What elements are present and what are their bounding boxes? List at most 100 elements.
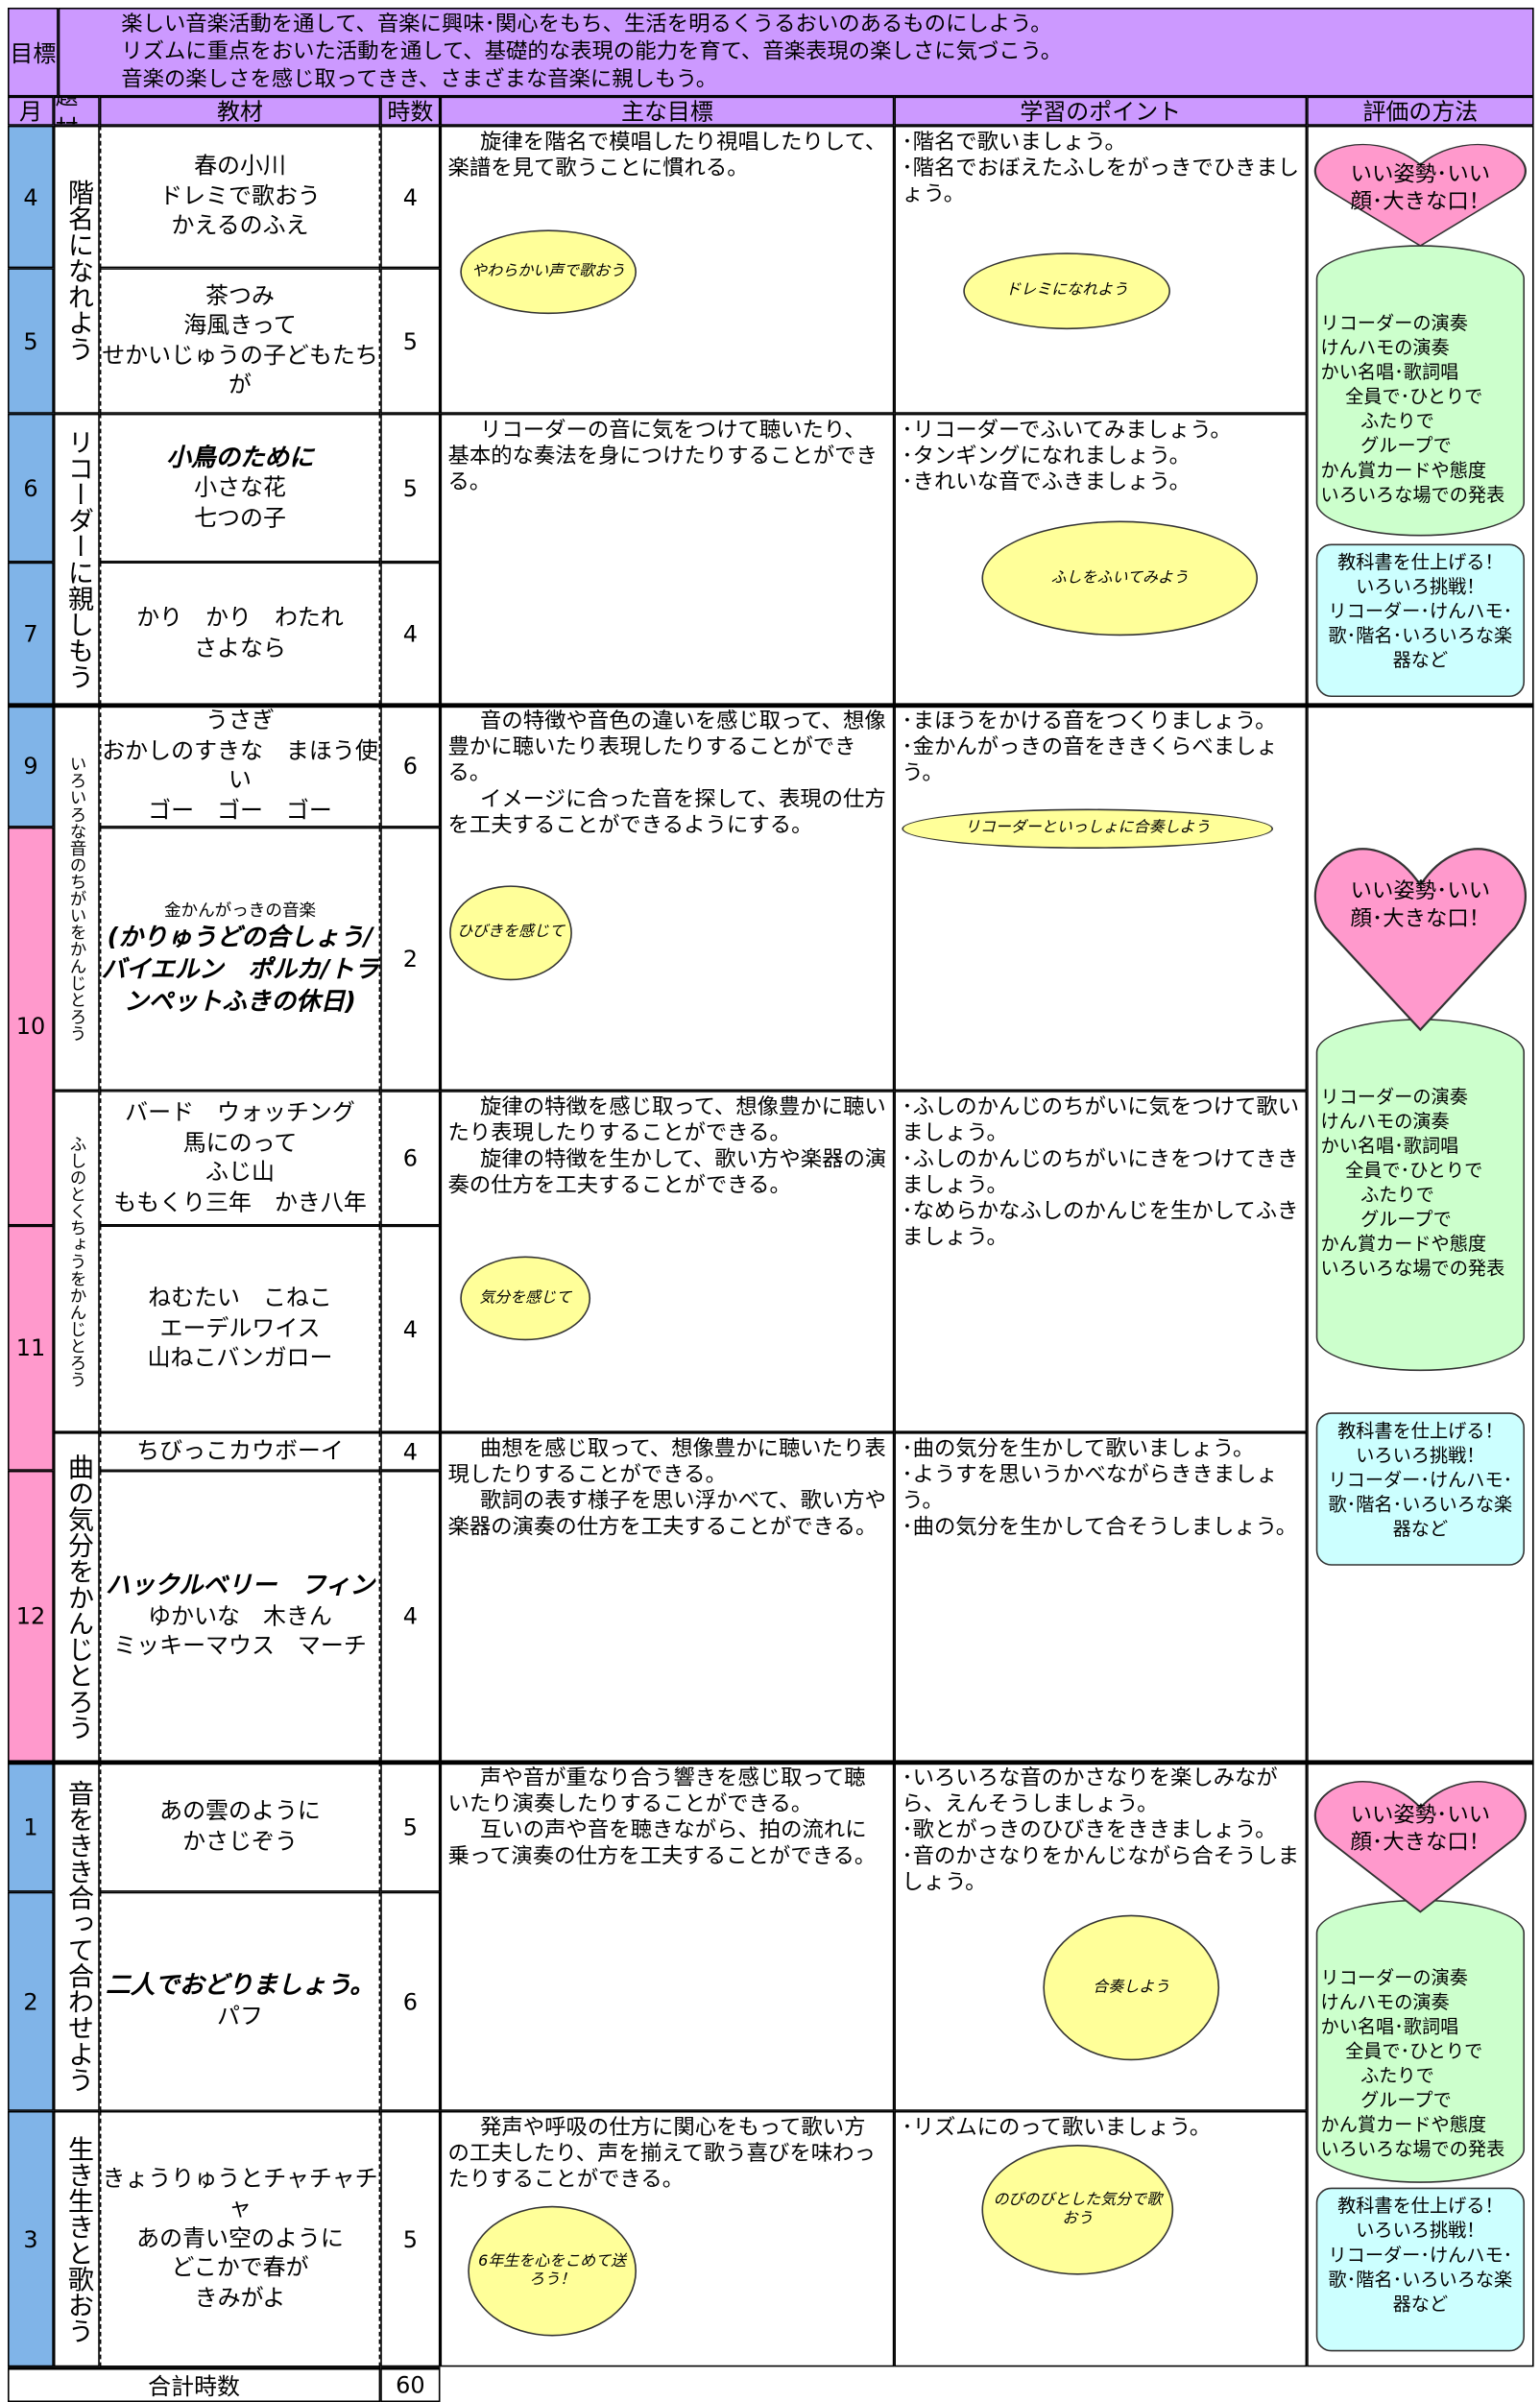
point-text: ･いろいろな音のかさなりを楽しみながら、えんそうしましょう。 — [902, 1765, 1278, 1817]
goal-cell: リコーダーの音に気をつけて聴いたり、基本的な奏法を身につけたりすることができる。 — [440, 413, 895, 706]
month-cell: 4 — [7, 125, 54, 269]
heart-path — [1313, 848, 1527, 1032]
hours: 5 — [402, 326, 418, 355]
method-text: かい名唱･歌詞唱 — [1320, 1135, 1459, 1157]
material-line: ふじ山 — [205, 1158, 275, 1187]
month-label: 6 — [23, 473, 38, 502]
method-text: けんハモの演奏 — [1320, 1991, 1450, 2013]
textbook-text: いろいろ挑戦！ — [1356, 2220, 1485, 2242]
month-cell: 5 — [7, 268, 54, 414]
textbook-box: 教科書を仕上げる！ いろいろ挑戦！ リコーダー･けんハモ･歌･階名･いろいろな楽器な… — [1315, 2187, 1526, 2352]
textbook-text: リコーダー･けんハモ･歌･階名･いろいろな楽器など — [1328, 1469, 1513, 1540]
material-cell: ハックルベリー フィン ゆかいな 木きん ミッキーマウス マーチ — [99, 1470, 381, 1763]
hours: 6 — [402, 752, 418, 781]
section-divider — [7, 703, 1534, 709]
header-cell: 時数 — [380, 96, 441, 126]
theme-label: 音をきき合って合わせよう — [61, 1780, 93, 2093]
hours: 4 — [402, 619, 418, 648]
total-label: 合計時数 — [148, 2371, 241, 2400]
month-label: 3 — [23, 2224, 38, 2253]
method-text: リコーダーの演奏 — [1320, 1966, 1468, 1989]
goal-text: イメージに合った音を探して、表現の仕方を工夫することができるようにする。 — [447, 787, 886, 838]
speech-bubble: リコーダーといっしょに合奏しよう — [902, 808, 1274, 850]
material-line: 海風きって — [183, 310, 297, 339]
theme-label: いろいろな音のちがいをかんじとろう — [67, 754, 88, 1042]
hours-cell: 2 — [380, 827, 441, 1092]
material-cell: うさぎ おかしのすきな まほう使い ゴー ゴー ゴー — [99, 705, 381, 828]
point-text: ･まほうをかける音をつくりましょう。 — [902, 709, 1277, 734]
material-line: 馬にのって — [182, 1128, 298, 1156]
point-text: ･階名で歌いましょう。 — [902, 130, 1126, 156]
material-cell: 金かんがっきの音楽 (かりゅうどの合しょう/バイエルン ポルカ/トランペットふきの… — [99, 827, 381, 1092]
hours-cell: 6 — [380, 705, 441, 828]
method-text: けんハモの演奏 — [1320, 337, 1450, 359]
method-text: 全員で･ひとりで — [1345, 2040, 1483, 2062]
header-text: 主な目標 — [621, 98, 713, 126]
method-cylinder: リコーダーの演奏 けんハモの演奏 かい名唱･歌詞唱 全員で･ひとりで ふたりで グループで… — [1315, 245, 1526, 537]
month-label: 12 — [15, 1602, 46, 1630]
material-line: かさじぞう — [182, 1826, 298, 1855]
material-line: ねむたい こねこ — [148, 1284, 332, 1312]
goals-label-cell: 目標 — [7, 7, 59, 97]
month-label: 7 — [23, 619, 38, 648]
material-note: 金かんがっきの音楽 — [163, 900, 317, 921]
speech-bubble: やわらかい声で歌おう — [460, 229, 638, 315]
theme-cell: ふしのとくちょうをかんじとろう — [53, 1091, 100, 1432]
material-line: ももくり三年 かき八年 — [113, 1188, 367, 1216]
method-text: かん賞カードや態度 — [1320, 459, 1487, 482]
material-line: あの雲のように — [159, 1796, 321, 1825]
textbook-text: いろいろ挑戦！ — [1356, 575, 1485, 598]
method-cylinder: リコーダーの演奏 けんハモの演奏 かい名唱･歌詞唱 全員で･ひとりで ふたりで グループで… — [1315, 1899, 1526, 2183]
method-text: かん賞カードや態度 — [1320, 2114, 1487, 2136]
goals-label: 目標 — [10, 38, 57, 67]
hours-cell: 4 — [380, 125, 441, 269]
header-text: 月 — [18, 98, 42, 126]
theme-cell: リコーダーに親しもう — [53, 413, 100, 706]
header-cell: 評価の方法 — [1307, 96, 1534, 126]
material-line: バード ウォッチング — [125, 1098, 355, 1126]
hours: 6 — [402, 1143, 418, 1172]
method-text: ふたりで — [1360, 1184, 1434, 1206]
header-text: 時数 — [387, 98, 434, 126]
goal-text: 旋律の特徴を生かして、歌い方や楽器の演奏の仕方を工夫することができる。 — [447, 1147, 887, 1198]
material-line: おかしのすきな まほう使い — [102, 735, 378, 794]
material-cell: 春の小川 ドレミで歌おう かえるのふえ — [99, 125, 381, 269]
total-hours: 60 — [396, 2371, 425, 2399]
textbook-text: 教科書を仕上げる！ — [1337, 1420, 1504, 1442]
material-line: 小さな花 — [194, 473, 286, 502]
total-label-cell: 合計時数 — [7, 2366, 381, 2402]
point-cell: ･階名で歌いましょう。 ･階名でおぼえたふしをがっきでひきましょう。 — [894, 125, 1308, 414]
month-cell: 1 — [7, 1762, 54, 1892]
point-text: ･タンギングになれましょう。 — [902, 444, 1191, 469]
material-cell: きょうりゅうとチャチャチャ あの青い空のように どこかで春が きみがよ — [99, 2110, 381, 2367]
hours-cell: 4 — [380, 1470, 441, 1763]
point-text: ･なめらかなふしのかんじを生かしてふきましょう。 — [902, 1199, 1299, 1251]
goal-text: 音の特徴や音色の違いを感じ取って、想像豊かに聴いたり表現したりすることができる。 — [447, 709, 886, 786]
hours: 4 — [402, 1602, 418, 1630]
goal-cell: 声や音が重なり合う響きを感じ取って聴いたり演奏したりすることができる。 互いの声や… — [440, 1762, 895, 2111]
material-line: きょうりゅうとチャチャチャ — [102, 2164, 378, 2222]
month-cell: 9 — [7, 705, 54, 828]
method-text: グループで — [1360, 2089, 1452, 2111]
theme-label: 階名になれよう — [61, 178, 93, 361]
material-line: 七つの子 — [194, 503, 286, 532]
textbook-text: リコーダー･けんハモ･歌･階名･いろいろな楽器など — [1328, 600, 1513, 671]
theme-cell: 階名になれよう — [53, 125, 100, 414]
heart-text: いい姿勢･いい顔･大きな口！ — [1350, 1803, 1491, 1856]
material-line: さよなら — [194, 633, 286, 661]
material-line: 春の小川 — [194, 152, 286, 180]
material-line: パフ — [217, 2002, 263, 2030]
method-text: ふたりで — [1360, 2065, 1434, 2087]
point-text: ･ふしのかんじのちがいに気をつけて歌いましょう。 — [902, 1094, 1300, 1146]
material-line: どこかで春が — [171, 2253, 309, 2282]
material-line: ミッキーマウス マーチ — [113, 1632, 367, 1660]
speech-bubble: 合奏しよう — [1043, 1914, 1220, 2061]
hours-cell: 5 — [380, 413, 441, 563]
month-label: 10 — [15, 1012, 46, 1041]
hours: 5 — [402, 2224, 418, 2253]
method-text: けんハモの演奏 — [1320, 1110, 1450, 1133]
hours: 4 — [402, 1437, 418, 1466]
theme-cell: いろいろな音のちがいをかんじとろう — [53, 705, 100, 1092]
point-text: ･階名でおぼえたふしをがっきでひきましょう。 — [902, 156, 1300, 207]
